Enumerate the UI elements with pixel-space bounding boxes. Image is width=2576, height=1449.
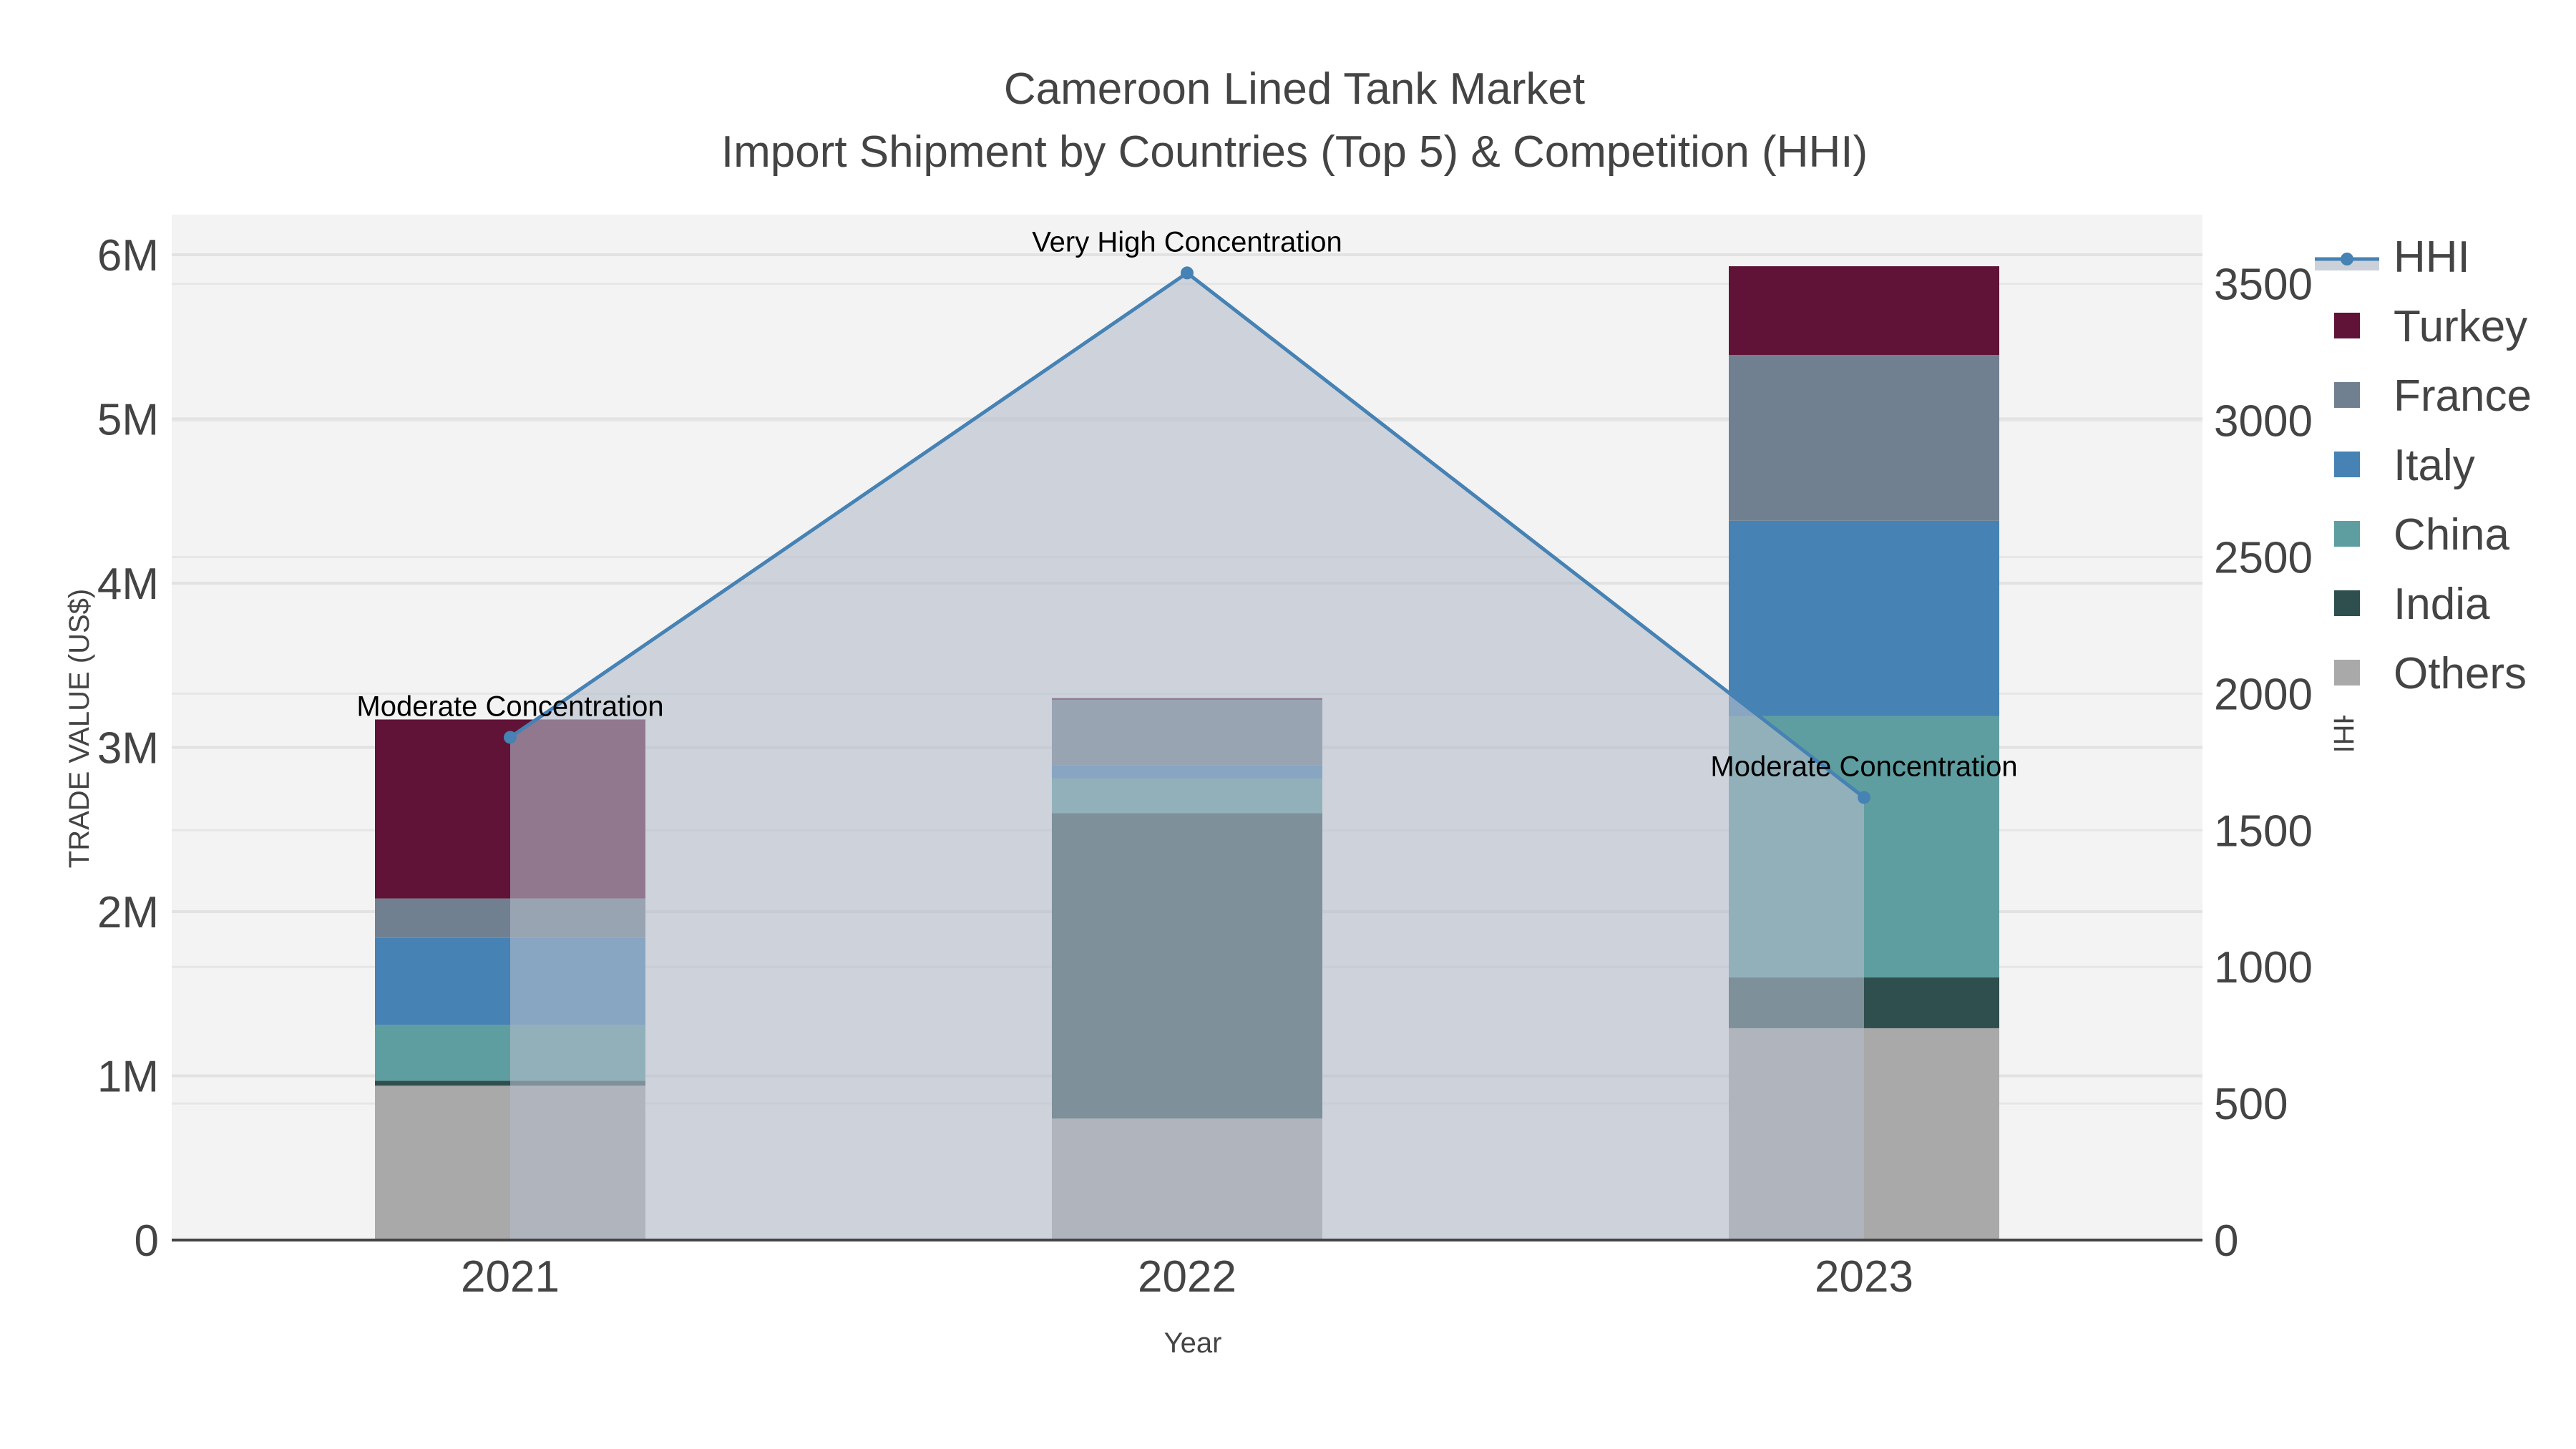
legend-swatch-icon — [2334, 590, 2360, 616]
y-left-tick-label: 0 — [135, 1216, 159, 1266]
chart-title-line-2: Import Shipment by Countries (Top 5) & C… — [721, 127, 1868, 177]
chart-title-line-1: Cameroon Lined Tank Market — [1004, 64, 1585, 114]
legend-swatch-icon — [2334, 521, 2360, 547]
x-tick-label: 2021 — [461, 1252, 560, 1302]
legend-label: France — [2394, 371, 2532, 421]
legend-item-hhi[interactable]: HHI — [2315, 233, 2470, 282]
legend-item-france[interactable]: France — [2334, 371, 2532, 421]
x-tick-label: 2022 — [1138, 1252, 1236, 1302]
legend-item-india[interactable]: India — [2334, 580, 2490, 629]
legend-swatch-icon — [2334, 660, 2360, 686]
y-left-tick-label: 6M — [97, 231, 159, 280]
legend: HHI Turkey France Italy China India Others — [2315, 229, 2576, 716]
legend-label: Turkey — [2394, 302, 2527, 351]
legend-label: China — [2394, 510, 2510, 560]
annotation-2023: Moderate Concentration — [1710, 751, 2017, 782]
y-right-tick-label: 3000 — [2214, 397, 2313, 447]
annotation-2021: Moderate Concentration — [356, 691, 663, 722]
hhi-marker-2023[interactable] — [1858, 791, 1870, 804]
y-right-tick-label: 2000 — [2214, 670, 2313, 719]
legend-label: HHI — [2394, 233, 2470, 282]
bar-segment-turkey-2023[interactable] — [1729, 266, 1999, 355]
legend-label: Italy — [2394, 441, 2475, 490]
y-right-tick-label: 0 — [2214, 1216, 2238, 1266]
x-axis-title: Year — [1164, 1327, 1222, 1359]
y-left-tick-label: 1M — [97, 1053, 159, 1102]
y-right-tick-label: 1000 — [2214, 943, 2313, 992]
hhi-marker-2021[interactable] — [504, 731, 517, 744]
y-left-axis-title: TRADE VALUE (US$) — [64, 589, 95, 868]
legend-item-others[interactable]: Others — [2334, 649, 2527, 698]
legend-swatch-icon — [2334, 452, 2360, 477]
bar-segment-france-2023[interactable] — [1729, 354, 1999, 521]
y-left-tick-label: 4M — [97, 560, 159, 609]
legend-item-turkey[interactable]: Turkey — [2334, 302, 2527, 351]
y-left-axis-ticks: 0 1M 2M 3M 4M 5M 6M — [97, 231, 159, 1266]
bar-segment-italy-2023[interactable] — [1729, 520, 1999, 716]
y-right-tick-label: 2500 — [2214, 534, 2313, 583]
y-right-axis-ticks: 0 500 1000 1500 2000 2500 3000 3500 — [2214, 260, 2313, 1266]
legend-marker-icon — [2341, 253, 2353, 265]
annotation-2022: Very High Concentration — [1032, 226, 1342, 258]
hhi-line[interactable] — [504, 266, 1870, 804]
y-left-tick-label: 5M — [97, 396, 159, 445]
x-tick-label: 2023 — [1815, 1252, 1913, 1302]
annotations: Moderate Concentration Very High Concentr… — [356, 226, 2017, 782]
hhi-area — [510, 273, 1864, 1241]
legend-swatch-icon — [2334, 382, 2360, 408]
x-axis-ticks: 2021 2022 2023 — [461, 1252, 1913, 1302]
legend-item-italy[interactable]: Italy — [2334, 441, 2475, 490]
y-right-tick-label: 1500 — [2214, 806, 2313, 856]
y-left-tick-label: 3M — [97, 724, 159, 774]
legend-swatch-icon — [2334, 313, 2360, 338]
y-right-tick-label: 500 — [2214, 1080, 2288, 1129]
legend-label: Others — [2394, 649, 2527, 698]
hhi-marker-2022[interactable] — [1181, 266, 1194, 280]
legend-label: India — [2394, 580, 2490, 629]
y-right-tick-label: 3500 — [2214, 260, 2313, 310]
legend-item-china[interactable]: China — [2334, 510, 2510, 560]
hhi-fill-area — [510, 273, 1864, 1241]
y-left-tick-label: 2M — [97, 888, 159, 937]
